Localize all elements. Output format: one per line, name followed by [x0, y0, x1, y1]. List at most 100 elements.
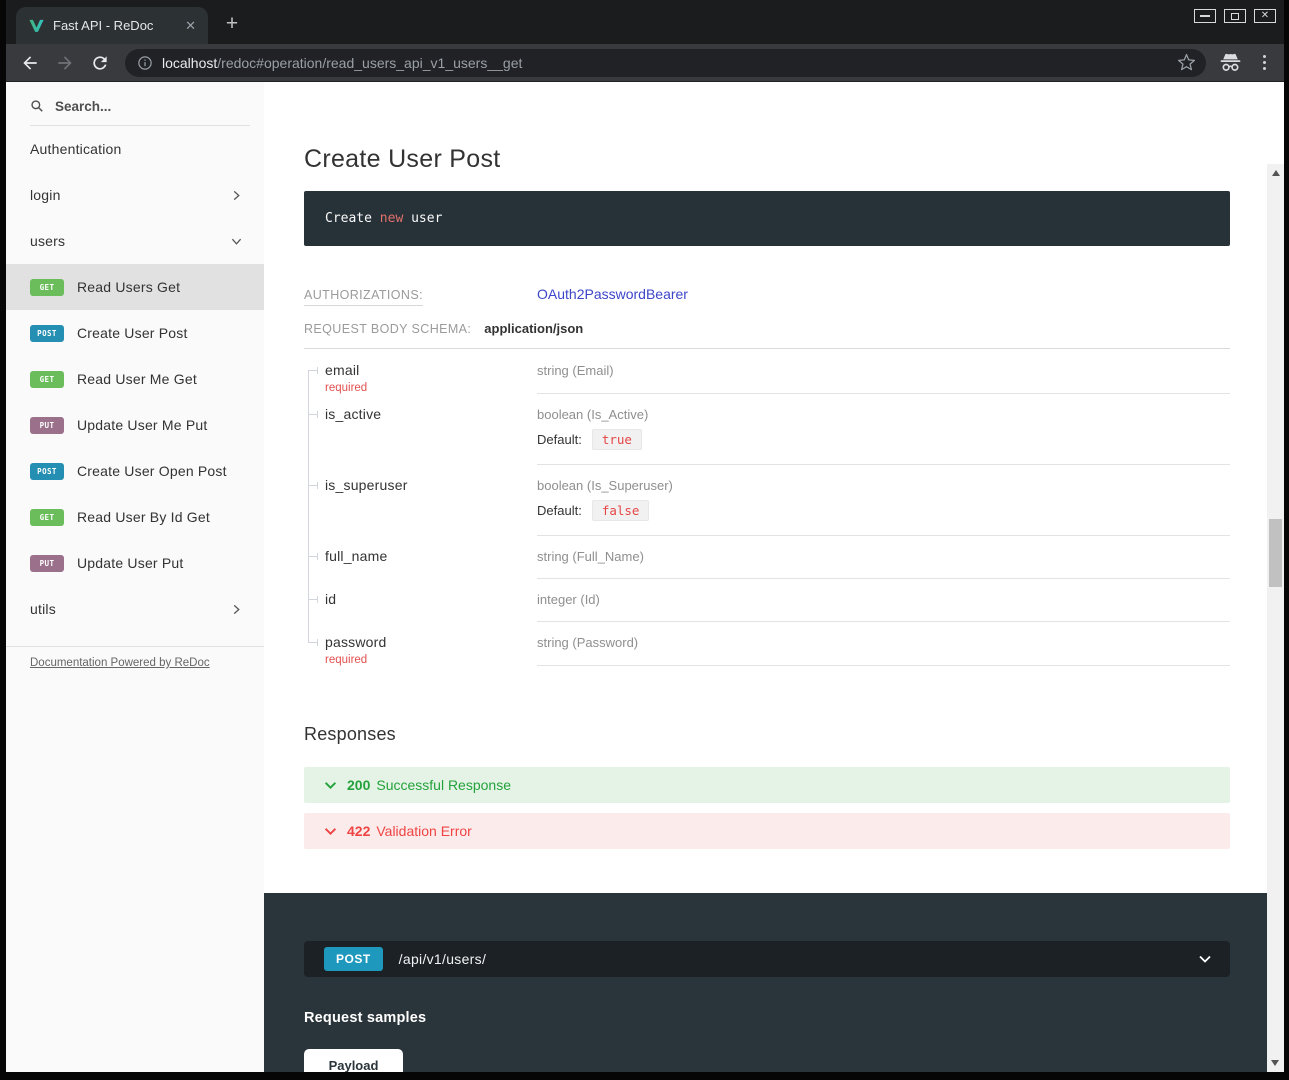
authorizations-row: AUTHORIZATIONS: OAuth2PasswordBearer [304, 286, 1230, 306]
browser-menu-button[interactable] [1257, 53, 1272, 72]
request-body-label: REQUEST BODY SCHEMA: [304, 322, 472, 336]
method-badge-get: GET [30, 278, 64, 296]
minimize-button[interactable] [1194, 9, 1216, 23]
field-name-id: id [304, 579, 537, 622]
field-row-full-name: full_name string (Full_Name) [304, 536, 1230, 579]
oauth2-link[interactable]: OAuth2PasswordBearer [537, 286, 688, 302]
method-badge-put: PUT [30, 554, 64, 572]
sidebar-item-users[interactable]: users [6, 218, 264, 264]
sidebar-item-update-user-put[interactable]: PUT Update User Put [6, 540, 264, 586]
field-row-is-active: is_active boolean (Is_Active) Default: t… [304, 394, 1230, 465]
endpoint-dropdown[interactable]: POST /api/v1/users/ [304, 941, 1230, 977]
minimize-icon [1200, 15, 1210, 17]
close-icon: ✕ [1260, 10, 1270, 21]
default-label: Default: [537, 432, 582, 447]
site-info-icon[interactable] [137, 55, 153, 71]
address-bar[interactable]: localhost /redoc#operation/read_users_ap… [125, 48, 1206, 77]
chevron-down-icon [1199, 955, 1211, 963]
search-box[interactable] [30, 94, 264, 118]
scrollbar-down-arrow[interactable] [1271, 1060, 1279, 1066]
page-scrollbar[interactable] [1267, 164, 1284, 1072]
method-badge-get: GET [30, 508, 64, 526]
field-name-email: email required [304, 350, 537, 394]
sidebar-item-read-user-by-id-get[interactable]: GET Read User By Id Get [6, 494, 264, 540]
method-badge-get: GET [30, 370, 64, 388]
site-favicon-v-icon [29, 19, 44, 32]
field-row-id: id integer (Id) [304, 579, 1230, 622]
redoc-footer-link[interactable]: Documentation Powered by ReDoc [30, 657, 210, 669]
field-name-is-active: is_active [304, 394, 537, 465]
default-value: true [591, 429, 642, 450]
required-label: required [325, 654, 368, 666]
default-label: Default: [537, 503, 582, 518]
response-code: 422 [347, 823, 371, 839]
response-200-toggle[interactable]: 200 Successful Response [304, 767, 1230, 803]
response-code: 200 [347, 777, 371, 793]
request-body-row: REQUEST BODY SCHEMA: application/json [304, 321, 1230, 336]
back-button[interactable] [20, 53, 40, 73]
tab-payload[interactable]: Payload [304, 1049, 403, 1072]
browser-toolbar: localhost /redoc#operation/read_users_ap… [6, 44, 1284, 82]
url-path: /redoc#operation/read_users_api_v1_users… [217, 54, 523, 71]
method-badge-post: POST [30, 462, 64, 480]
redoc-page: Authentication login users GET Read User… [6, 82, 1284, 1072]
field-row-email: email required string (Email) [304, 350, 1230, 394]
method-badge-put: PUT [30, 416, 64, 434]
main-content: Create User Post Create new user AUTHORI… [264, 82, 1284, 1072]
sidebar-item-read-user-me-get[interactable]: GET Read User Me Get [6, 356, 264, 402]
sidebar-item-create-user-post[interactable]: POST Create User Post [6, 310, 264, 356]
sidebar-item-utils[interactable]: utils [6, 586, 264, 632]
schema-fields: email required string (Email) is_active … [304, 350, 1230, 666]
code-keyword: new [379, 211, 404, 226]
field-row-is-superuser: is_superuser boolean (Is_Superuser) Defa… [304, 465, 1230, 536]
sidebar-footer-divider [6, 646, 264, 647]
search-icon [31, 100, 43, 112]
required-label: required [325, 382, 368, 394]
response-text: Validation Error [376, 823, 472, 839]
field-row-password: password required string (Password) [304, 622, 1230, 666]
responses-heading: Responses [304, 724, 396, 744]
sidebar-item-read-users-get[interactable]: GET Read Users Get [6, 264, 264, 310]
maximize-icon [1231, 12, 1239, 20]
search-input[interactable] [53, 97, 203, 115]
search-divider [30, 125, 250, 126]
scrollbar-up-arrow[interactable] [1271, 170, 1280, 176]
chevron-right-icon [233, 604, 240, 614]
forward-button[interactable] [55, 53, 75, 73]
close-button[interactable]: ✕ [1254, 9, 1276, 23]
maximize-button[interactable] [1224, 9, 1246, 23]
sidebar-item-authentication[interactable]: Authentication [30, 141, 122, 157]
description-code-block: Create new user [304, 191, 1230, 246]
authorizations-label: AUTHORIZATIONS: [304, 288, 423, 306]
browser-tab[interactable]: Fast API - ReDoc ✕ [16, 7, 208, 44]
chevron-down-icon [324, 827, 337, 835]
response-422-toggle[interactable]: 422 Validation Error [304, 813, 1230, 849]
sidebar: Authentication login users GET Read User… [6, 82, 264, 1072]
tab-strip: Fast API - ReDoc ✕ + ✕ [6, 0, 1284, 44]
method-badge-post: POST [30, 324, 64, 342]
tab-close-icon[interactable]: ✕ [185, 17, 196, 33]
field-name-full-name: full_name [304, 536, 537, 579]
chevron-down-icon [231, 238, 242, 245]
scrollbar-thumb[interactable] [1269, 519, 1282, 587]
field-name-password: password required [304, 622, 537, 666]
samples-panel: POST /api/v1/users/ Request samples Payl… [264, 893, 1284, 1072]
response-text: Successful Response [376, 777, 511, 793]
bookmark-star-icon[interactable] [1177, 53, 1196, 72]
tab-title: Fast API - ReDoc [53, 18, 154, 33]
chevron-down-icon [324, 781, 337, 789]
sidebar-item-login[interactable]: login [6, 172, 264, 218]
sidebar-item-create-user-open-post[interactable]: POST Create User Open Post [6, 448, 264, 494]
request-body-content-type: application/json [484, 321, 584, 336]
reload-button[interactable] [90, 53, 110, 73]
field-name-is-superuser: is_superuser [304, 465, 537, 536]
page-title: Create User Post [304, 145, 501, 173]
default-value: false [591, 500, 650, 521]
endpoint-path: /api/v1/users/ [398, 951, 487, 967]
http-method-badge: POST [324, 947, 383, 971]
incognito-icon [1220, 53, 1241, 71]
schema-divider [304, 348, 1230, 349]
sidebar-item-update-user-me-put[interactable]: PUT Update User Me Put [6, 402, 264, 448]
request-samples-heading: Request samples [304, 1010, 427, 1026]
new-tab-button[interactable]: + [225, 12, 239, 35]
